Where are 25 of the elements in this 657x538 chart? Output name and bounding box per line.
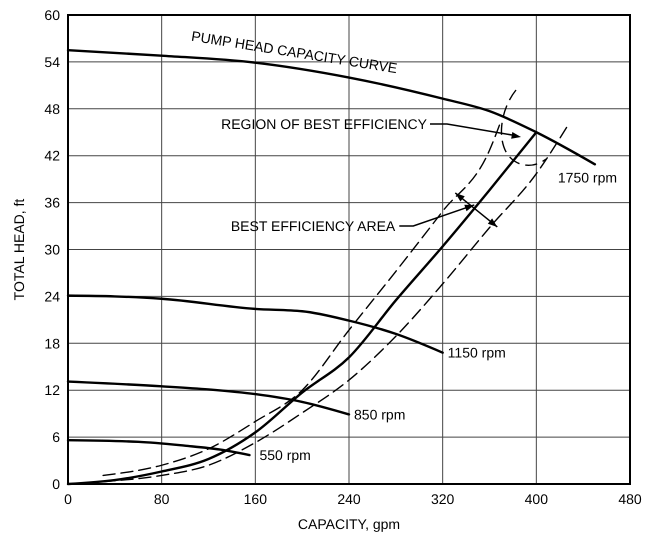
y-tick-label: 18 (44, 335, 60, 352)
y-tick-label: 42 (44, 148, 60, 164)
x-tick-label: 240 (337, 491, 361, 507)
y-tick-label: 24 (44, 288, 60, 304)
y-tick-label: 60 (44, 7, 60, 23)
y-axis-title: TOTAL HEAD, ft (11, 198, 27, 300)
x-tick-label: 0 (64, 491, 72, 507)
x-tick-label: 160 (244, 491, 268, 507)
y-tick-label: 12 (44, 382, 60, 398)
y-tick-label: 30 (44, 242, 60, 258)
y-tick-label: 48 (44, 100, 60, 117)
x-tick-label: 320 (430, 491, 455, 507)
x-axis-title: CAPACITY, gpm (298, 516, 400, 532)
annotation: PUMP HEAD CAPACITY CURVE (190, 28, 398, 76)
x-tick-label: 400 (524, 491, 548, 507)
series-label: 550 rpm (259, 447, 311, 464)
y-tick-label: 54 (44, 54, 60, 70)
series-label: 1750 rpm (558, 169, 618, 186)
y-tick-label: 6 (52, 429, 60, 446)
y-tick-label: 36 (44, 194, 60, 211)
y-tick-label: 0 (52, 476, 60, 492)
x-tick-label: 80 (154, 491, 170, 507)
x-tick-label: 480 (618, 491, 642, 507)
series-label: 850 rpm (354, 406, 406, 422)
series-label: 1150 rpm (448, 344, 506, 361)
